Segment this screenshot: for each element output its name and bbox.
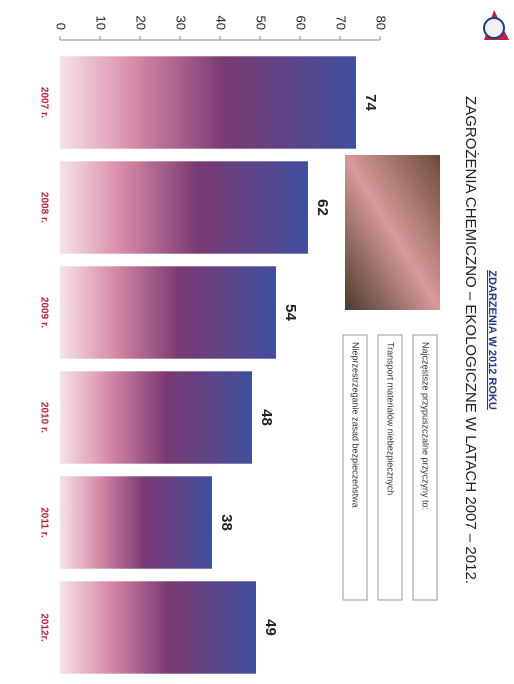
logo <box>483 10 509 40</box>
y-tick-label: 0 <box>54 23 69 30</box>
y-tick-label: 50 <box>254 16 269 30</box>
x-tick-label: 2010 r. <box>38 402 49 433</box>
value-label: 48 <box>258 409 275 426</box>
x-tick-label: 2009 r. <box>38 297 49 328</box>
x-tick-label: 2012r. <box>38 613 49 642</box>
bar <box>60 56 356 149</box>
note: Nieprzestrzeganie zasad bezpieczeństwa <box>351 342 361 508</box>
note-box <box>377 334 403 601</box>
y-tick-label: 20 <box>134 16 149 30</box>
y-tick-label: 80 <box>374 16 389 30</box>
value-label: 49 <box>262 619 279 636</box>
y-tick-label: 40 <box>214 16 229 30</box>
note: Transport materiałów niebezpiecznych <box>386 342 396 495</box>
y-tick-label: 10 <box>94 16 109 30</box>
y-tick-label: 70 <box>334 16 349 30</box>
x-tick-label: 2007 r. <box>38 87 49 118</box>
x-tick-label: 2011 r. <box>38 507 49 538</box>
note-box <box>342 334 368 601</box>
note-box <box>412 334 438 601</box>
value-label: 74 <box>362 94 379 111</box>
value-label: 62 <box>314 199 331 216</box>
bar <box>60 266 276 359</box>
value-label: 38 <box>218 514 235 531</box>
value-label: 54 <box>282 304 299 321</box>
bar <box>60 161 308 254</box>
subtitle: ZDARZENIA W 2012 ROKU <box>486 270 498 410</box>
bar <box>60 371 252 464</box>
bar <box>60 581 256 674</box>
rotated-page: ZDARZENIA W 2012 ROKU ZAGROŻENIA CHEMICZ… <box>38 10 509 674</box>
y-tick-label: 30 <box>174 16 189 30</box>
bar <box>60 476 212 569</box>
chart-title: ZAGROŻENIA CHEMICZNO – EKOLOGICZNE W LAT… <box>462 96 480 584</box>
y-tick-label: 60 <box>294 16 309 30</box>
photo <box>345 155 440 310</box>
x-tick-label: 2008 r. <box>38 192 49 223</box>
note: Najczęstsze przypuszczalne przyczyny to: <box>421 342 431 510</box>
